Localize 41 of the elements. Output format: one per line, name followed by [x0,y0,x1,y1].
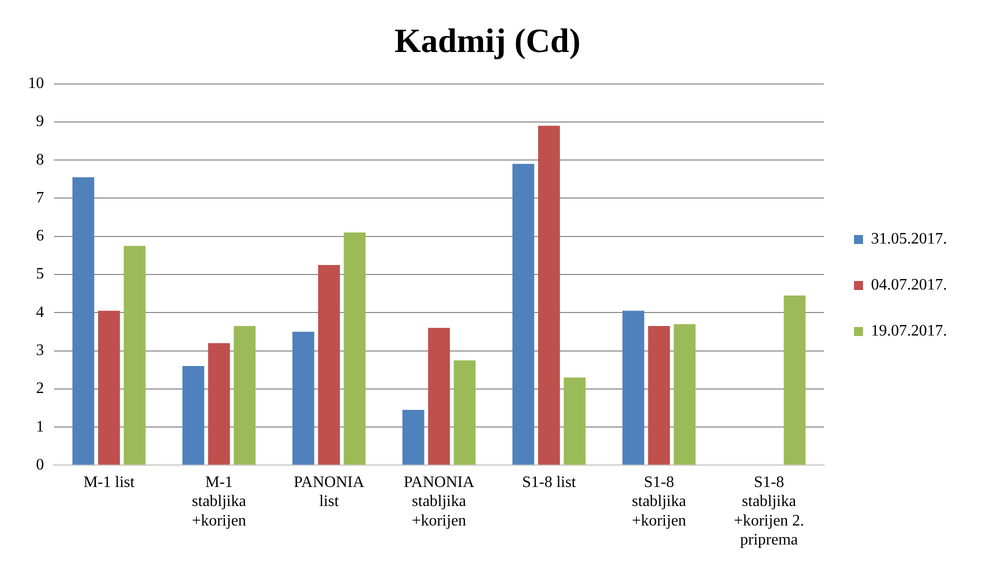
y-tick-label: 9 [36,113,44,130]
y-tick-label: 3 [36,342,44,359]
x-tick-label: PANONIA stabljika +korijen [404,474,475,530]
y-tick-label: 8 [36,151,44,168]
bar [344,232,366,465]
legend-label: 04.07.2017. [871,276,947,294]
bar [208,343,230,465]
bar [292,332,314,465]
legend-label: 19.07.2017. [871,322,947,340]
bar [512,164,534,465]
bar [318,264,340,465]
y-tick-label: 7 [36,189,44,206]
bar [182,366,204,465]
y-tick-label: 6 [36,228,44,245]
bar [648,326,670,465]
bar [674,324,696,465]
bar [428,328,450,465]
x-tick-label: M-1 list [83,474,136,492]
bar [234,326,256,465]
bar [784,295,806,465]
x-tick-label: PANONIA list [294,474,365,510]
bar [564,377,586,465]
bar [402,410,424,465]
x-tick-label: M-1 stabljika +korijen [192,474,246,530]
y-tick-label: 10 [28,75,44,92]
y-tick-label: 4 [36,304,44,321]
bar [538,126,560,465]
y-tick-label: 5 [36,266,44,283]
bar [98,310,120,465]
bar [124,246,146,465]
chart-title: Kadmij (Cd) [394,23,581,60]
bar [622,310,644,465]
x-tick-label: S1-8 list [522,474,576,492]
bar [454,360,476,465]
y-tick-label: 2 [36,380,44,398]
y-tick-label: 1 [36,418,44,436]
bar [72,177,94,465]
x-tick-label: S1-8 stabljika +korijen 2. priprema [734,474,804,549]
x-tick-label: S1-8 stabljika +korijen [632,474,686,530]
legend-label: 31.05.2017. [871,230,947,248]
y-tick-label: 0 [36,456,44,474]
